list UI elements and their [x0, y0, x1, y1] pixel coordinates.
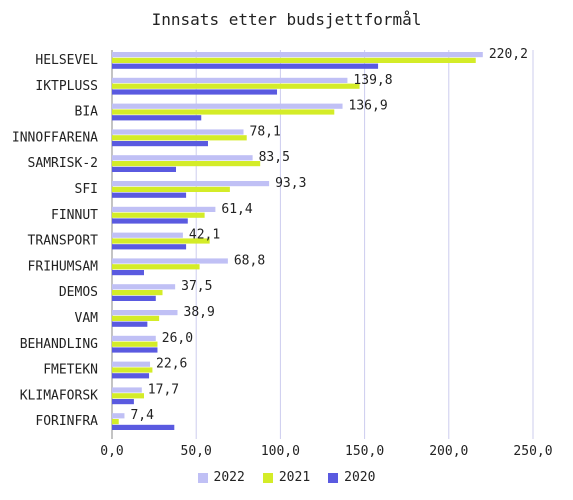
category-label: FRIHUMSAM — [28, 259, 99, 274]
data-label: 7,4 — [130, 408, 154, 423]
category-label: KLIMAFORSK — [20, 388, 98, 403]
legend-label-2020: 2020 — [344, 470, 376, 485]
legend-swatch-2020 — [328, 472, 339, 483]
category-label: SAMRISK-2 — [28, 156, 98, 171]
bar-2021 — [112, 212, 205, 218]
data-label: 220,2 — [489, 47, 528, 62]
data-label: 139,8 — [353, 73, 392, 88]
data-label: 93,3 — [275, 176, 306, 191]
bar-2020 — [112, 218, 188, 224]
x-tick-label: 100,0 — [261, 444, 300, 459]
bar-2020 — [112, 321, 148, 327]
category-label: IKTPLUSS — [35, 79, 98, 94]
bar-2021 — [112, 57, 476, 63]
bar-2021 — [112, 419, 119, 425]
x-tick-label: 0,0 — [100, 444, 123, 459]
bar-2021 — [112, 315, 160, 321]
bar-2020 — [112, 63, 379, 69]
bar-2021 — [112, 135, 247, 141]
bar-2020 — [112, 192, 187, 198]
x-tick-label: 50,0 — [181, 444, 212, 459]
bar-2021 — [112, 83, 360, 89]
bar-2022 — [112, 181, 270, 187]
bar-2020 — [112, 424, 175, 430]
bar-2020 — [112, 244, 187, 250]
bar-2021 — [112, 109, 335, 115]
legend-item-2021: 2021 — [262, 470, 311, 485]
category-label: DEMOS — [59, 285, 98, 300]
bar-2022 — [112, 77, 348, 83]
data-label: 17,7 — [148, 382, 179, 397]
category-label: FORINFRA — [35, 414, 98, 429]
bar-2020 — [112, 295, 156, 301]
data-label: 61,4 — [221, 202, 252, 217]
bar-2022 — [112, 258, 228, 264]
data-label: 42,1 — [189, 228, 220, 243]
bar-2020 — [112, 270, 144, 276]
data-label: 78,1 — [250, 124, 281, 139]
bar-2020 — [112, 115, 202, 121]
bar-2021 — [112, 264, 200, 270]
category-label: BIA — [75, 105, 99, 120]
category-label: FMETEKN — [43, 363, 98, 378]
category-label: SFI — [75, 182, 98, 197]
bar-2022 — [112, 361, 151, 367]
bar-2021 — [112, 290, 163, 296]
legend-swatch-2022 — [197, 472, 208, 483]
bar-2021 — [112, 341, 158, 347]
legend-label-2021: 2021 — [278, 470, 311, 485]
bar-2020 — [112, 373, 150, 379]
bar-2022 — [112, 155, 253, 161]
bar-2021 — [112, 186, 230, 192]
category-label: INNOFFARENA — [12, 130, 98, 145]
bar-2022 — [112, 129, 244, 135]
bar-2022 — [112, 232, 183, 238]
data-label: 83,5 — [259, 150, 290, 165]
data-label: 22,6 — [156, 357, 187, 372]
bar-2022 — [112, 387, 142, 393]
bar-2022 — [112, 413, 125, 419]
bar-2020 — [112, 89, 278, 95]
legend-label-2022: 2022 — [213, 470, 245, 485]
x-tick-label: 250,0 — [513, 444, 552, 459]
bar-2022 — [112, 103, 343, 109]
category-label: TRANSPORT — [28, 234, 99, 249]
bar-2020 — [112, 141, 208, 147]
bar-2022 — [112, 284, 176, 290]
bar-2022 — [112, 335, 156, 341]
category-label: HELSEVEL — [35, 53, 98, 68]
category-label: FINNUT — [51, 208, 98, 223]
bar-2022 — [112, 310, 178, 316]
data-label: 26,0 — [162, 331, 193, 346]
data-label: 38,9 — [184, 305, 215, 320]
category-label: VAM — [75, 311, 99, 326]
bar-2020 — [112, 399, 134, 405]
bar-2021 — [112, 393, 144, 399]
bar-2021 — [112, 161, 261, 167]
x-tick-label: 200,0 — [429, 444, 468, 459]
legend-swatch-2021 — [262, 472, 273, 483]
bar-2020 — [112, 347, 158, 353]
bar-2022 — [112, 206, 216, 212]
legend-item-2020: 2020 — [328, 470, 375, 485]
data-label: 37,5 — [181, 279, 212, 294]
legend: 2022 2021 2020 — [0, 470, 573, 485]
bar-2020 — [112, 166, 176, 172]
bar-2021 — [112, 367, 153, 373]
data-label: 68,8 — [234, 253, 265, 268]
bar-2022 — [112, 52, 483, 58]
data-label: 136,9 — [349, 99, 388, 114]
bar-2021 — [112, 238, 210, 244]
chart-title: Innsats etter budsjettformål — [151, 10, 422, 29]
legend-item-2022: 2022 — [197, 470, 245, 485]
x-tick-label: 150,0 — [345, 444, 384, 459]
category-label: BEHANDLING — [20, 337, 98, 352]
